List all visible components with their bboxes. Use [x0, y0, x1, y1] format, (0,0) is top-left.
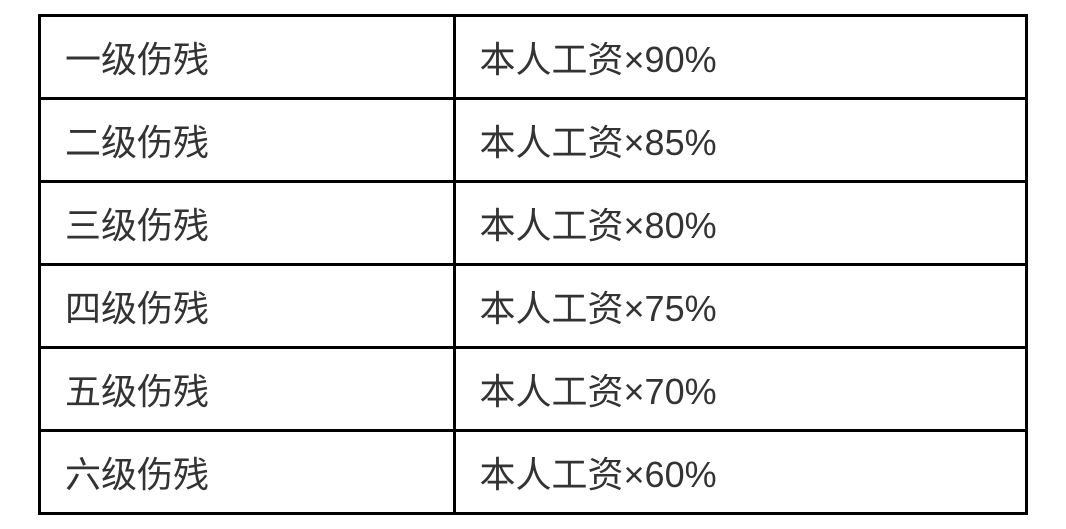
- table-row: 三级伤残 本人工资×80%: [40, 182, 1027, 265]
- cell-formula: 本人工资×85%: [454, 99, 1026, 182]
- cell-formula: 本人工资×80%: [454, 182, 1026, 265]
- cell-level: 五级伤残: [40, 348, 455, 431]
- table-row: 五级伤残 本人工资×70%: [40, 348, 1027, 431]
- cell-level: 三级伤残: [40, 182, 455, 265]
- cell-level: 一级伤残: [40, 16, 455, 99]
- cell-formula: 本人工资×90%: [454, 16, 1026, 99]
- cell-formula: 本人工资×75%: [454, 265, 1026, 348]
- disability-allowance-table: 一级伤残 本人工资×90% 二级伤残 本人工资×85% 三级伤残 本人工资×80…: [38, 14, 1028, 515]
- cell-level: 二级伤残: [40, 99, 455, 182]
- cell-formula: 本人工资×70%: [454, 348, 1026, 431]
- cell-level: 四级伤残: [40, 265, 455, 348]
- table-row: 二级伤残 本人工资×85%: [40, 99, 1027, 182]
- cell-formula: 本人工资×60%: [454, 431, 1026, 514]
- table-row: 一级伤残 本人工资×90%: [40, 16, 1027, 99]
- table: 一级伤残 本人工资×90% 二级伤残 本人工资×85% 三级伤残 本人工资×80…: [38, 14, 1028, 515]
- table-row: 四级伤残 本人工资×75%: [40, 265, 1027, 348]
- cell-level: 六级伤残: [40, 431, 455, 514]
- table-row: 六级伤残 本人工资×60%: [40, 431, 1027, 514]
